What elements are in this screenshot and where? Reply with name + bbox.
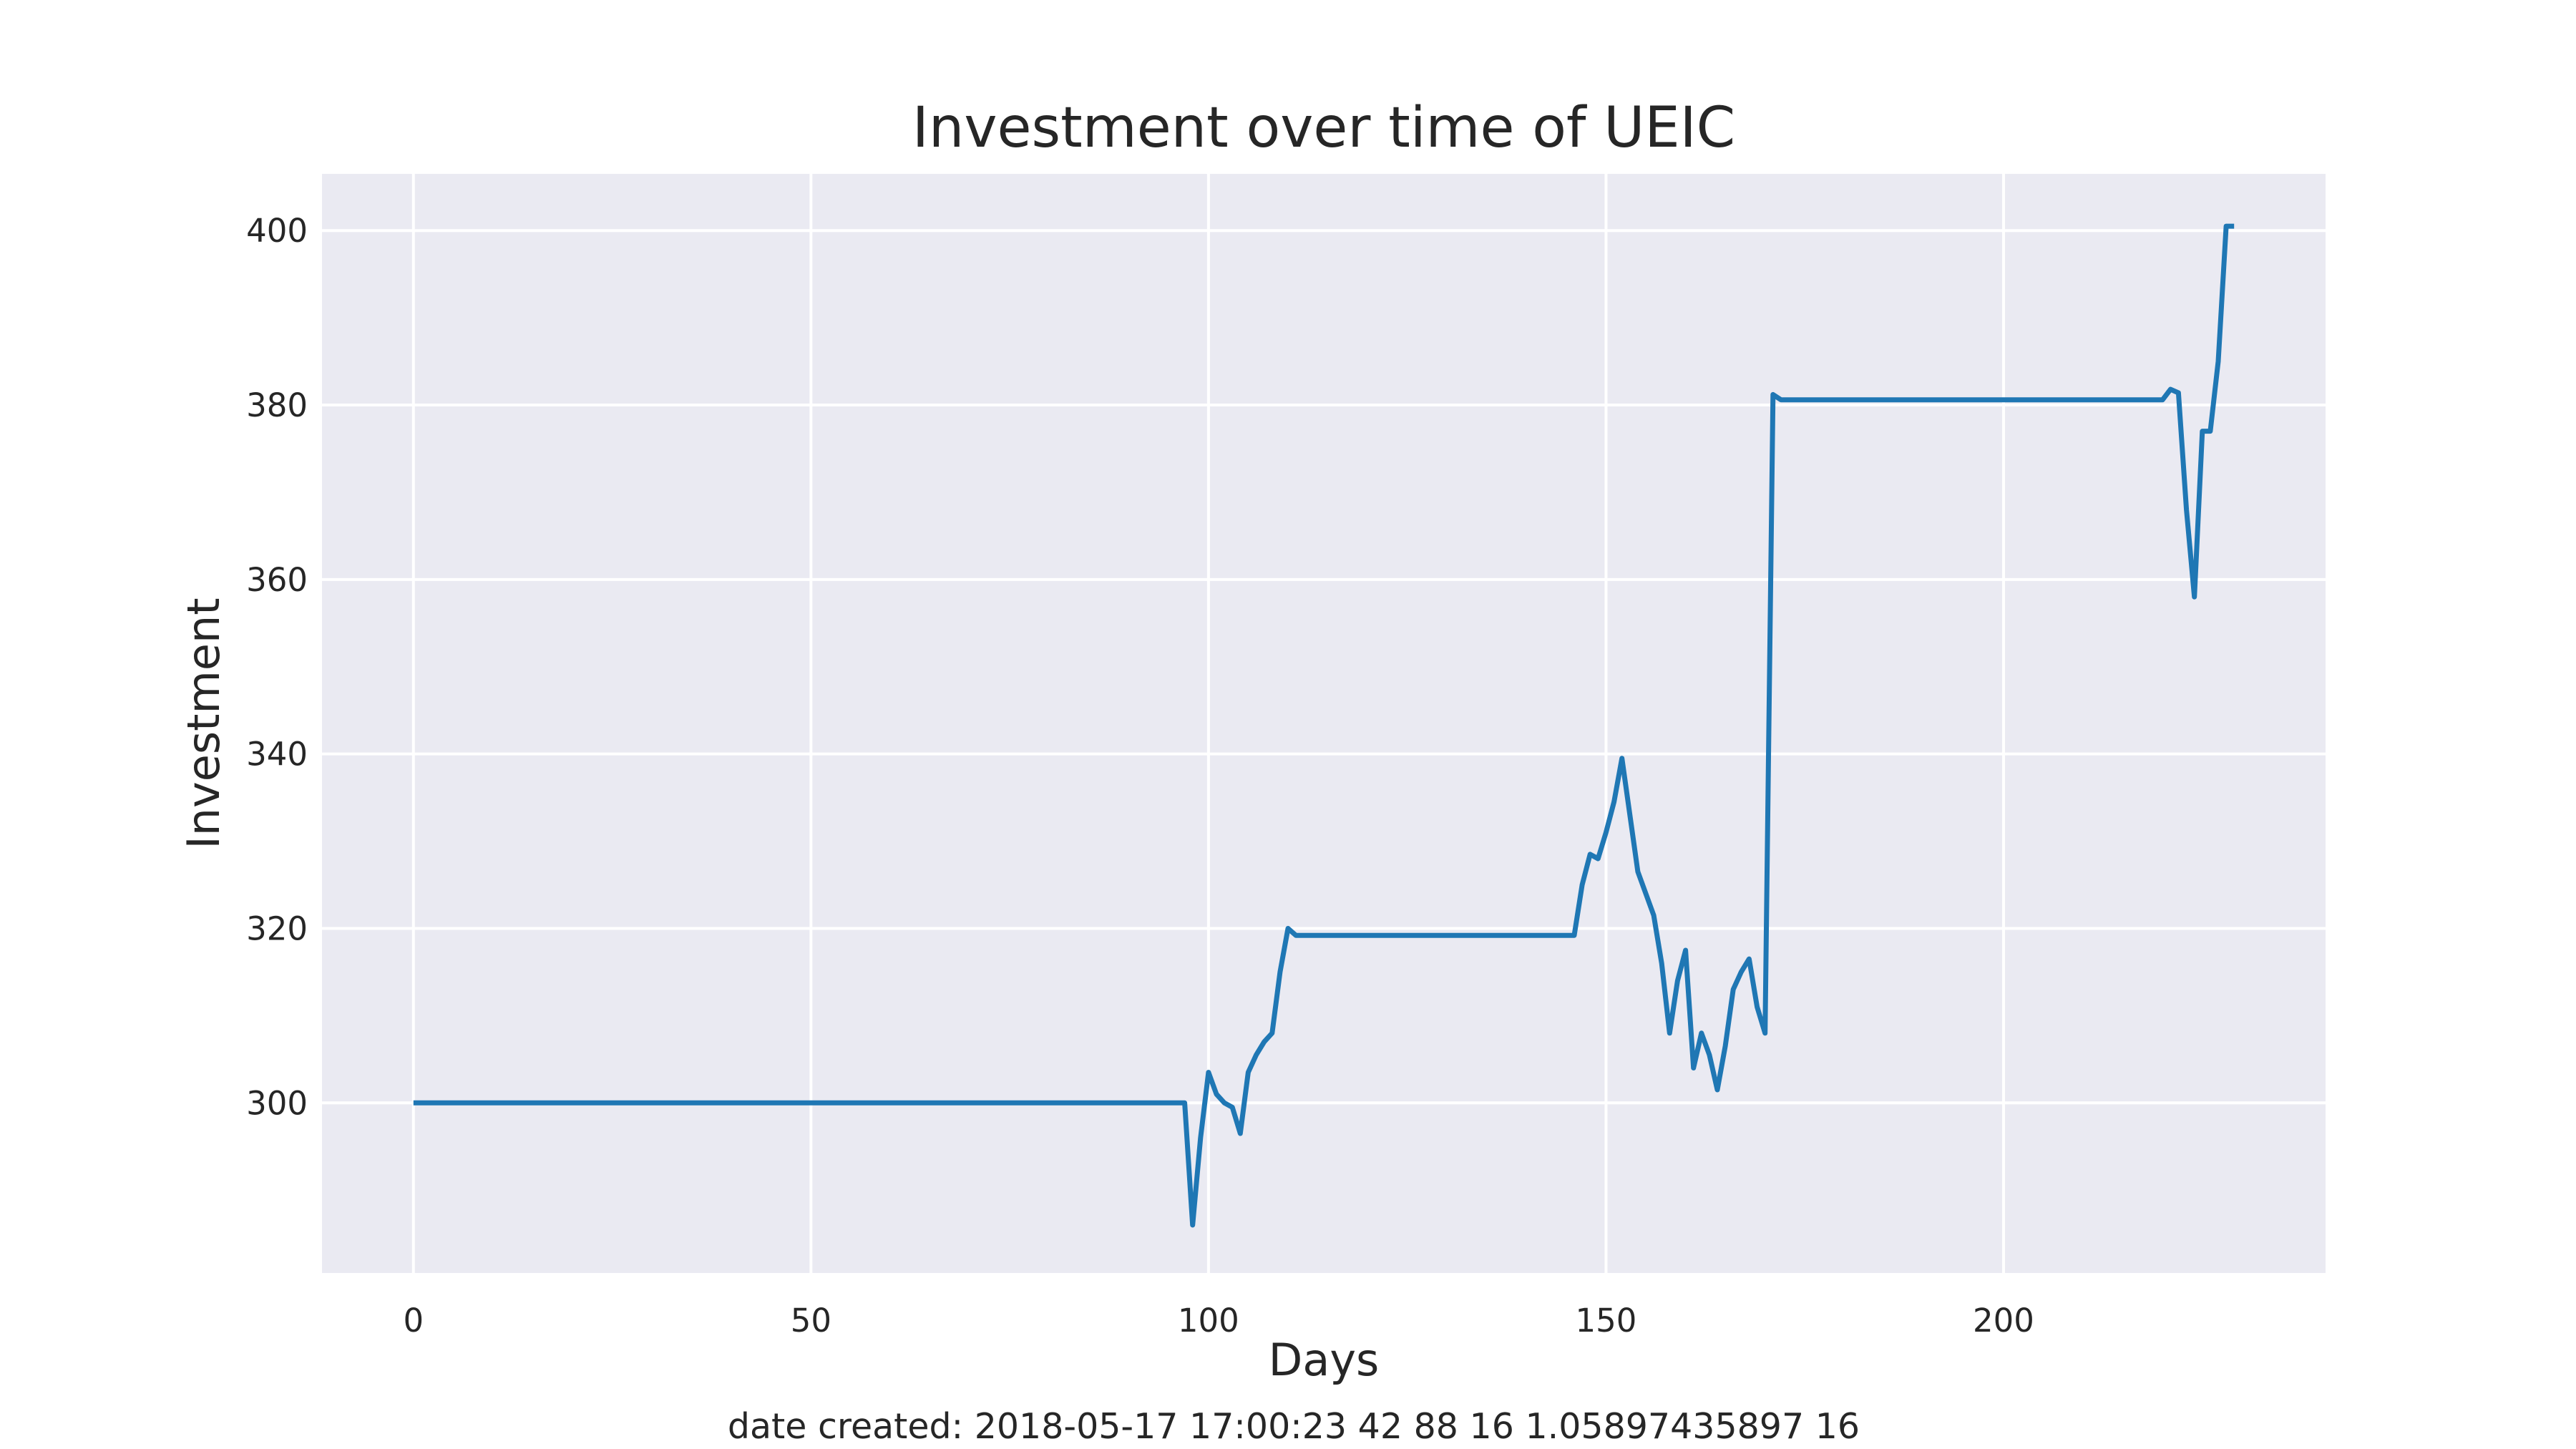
y-tick-label: 380 <box>246 386 308 424</box>
x-tick-label: 50 <box>791 1302 831 1340</box>
chart-title: Investment over time of UEIC <box>912 96 1735 160</box>
x-tick-label: 150 <box>1575 1302 1636 1340</box>
y-tick-label: 300 <box>246 1084 308 1122</box>
x-tick-label: 200 <box>1973 1302 2034 1340</box>
y-tick-labels: 300 320 340 360 380 400 <box>246 212 308 1122</box>
x-tick-label: 100 <box>1178 1302 1239 1340</box>
y-axis-label: Investment <box>177 597 230 849</box>
y-tick-label: 400 <box>246 212 308 250</box>
series-line <box>413 223 2235 1228</box>
grid-lines <box>322 174 2326 1273</box>
footer-date-created: date created: 2018-05-17 17:00:23 42 88 … <box>728 1406 1860 1447</box>
x-tick-labels: 0 50 100 150 200 <box>403 1302 2034 1340</box>
x-tick-label: 0 <box>403 1302 424 1340</box>
x-axis-label: Days <box>1269 1334 1380 1386</box>
y-tick-label: 340 <box>246 736 308 774</box>
y-tick-label: 320 <box>246 909 308 947</box>
plot-area <box>322 174 2326 1273</box>
y-tick-label: 360 <box>246 561 308 599</box>
